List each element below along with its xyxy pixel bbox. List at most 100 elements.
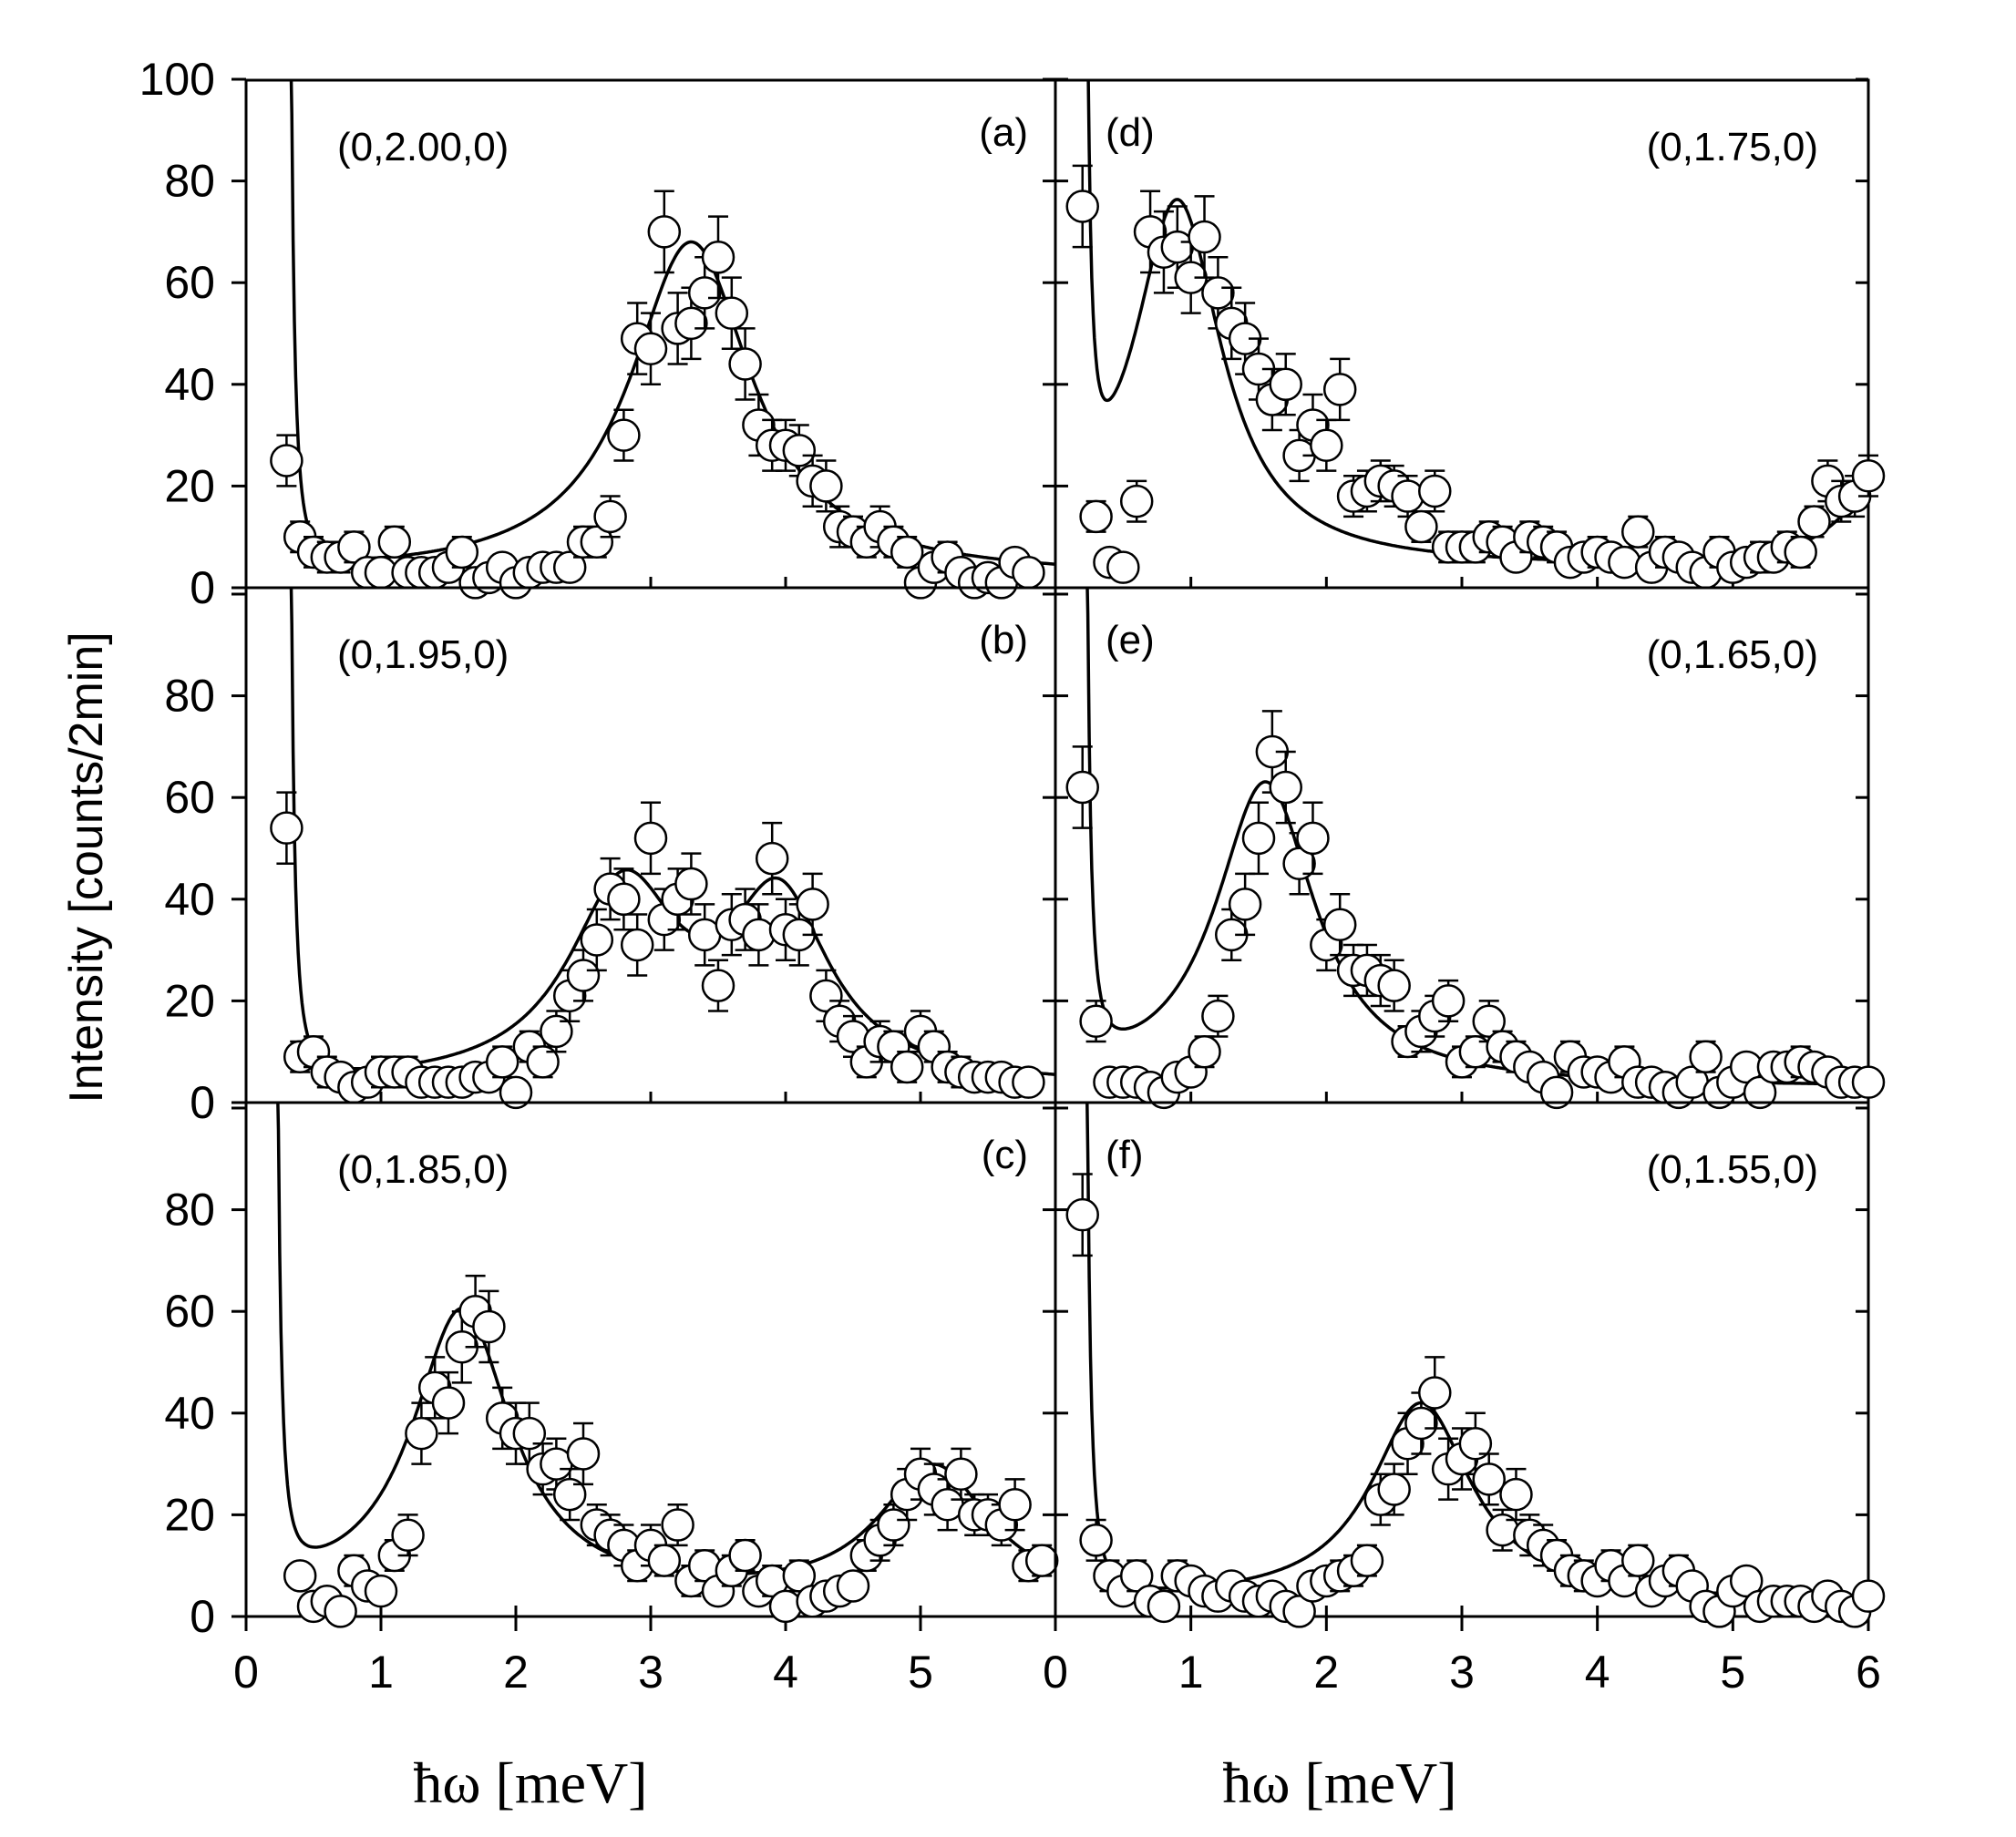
data-point [1282, 1595, 1316, 1628]
data-point [593, 499, 627, 534]
y-tick-label: 40 [164, 1388, 215, 1439]
data-point [687, 276, 722, 310]
data-point [1797, 505, 1831, 539]
panel-q-label: (0,1.75,0) [1647, 125, 1818, 169]
data-point [1228, 888, 1262, 921]
data-point [1539, 1075, 1574, 1110]
panel-letter: (f) [1106, 1133, 1144, 1177]
data-point [1296, 821, 1330, 856]
data-point [1012, 556, 1045, 590]
data-point [566, 1437, 601, 1471]
data-point [715, 296, 749, 330]
data-point [633, 821, 668, 856]
x-tick-label: 2 [1313, 1647, 1339, 1698]
data-point [728, 1538, 762, 1573]
x-tick-label: 6 [1856, 1647, 1881, 1698]
panel-letter: (a) [979, 110, 1028, 155]
data-point [1472, 1462, 1506, 1496]
data-point [270, 811, 303, 845]
panel-e: (e) (0,1.65,0) [1054, 586, 1886, 1110]
data-point [1282, 847, 1316, 880]
data-point [1621, 1544, 1655, 1577]
y-tick-label: 20 [164, 460, 215, 511]
y-tick-label: 0 [190, 562, 215, 613]
data-point [1079, 499, 1113, 534]
data-point [1404, 1406, 1438, 1441]
data-point [580, 525, 614, 559]
data-point [674, 306, 708, 341]
data-point [1269, 770, 1302, 805]
x-tick-label: 5 [908, 1647, 933, 1698]
data-point [890, 1050, 924, 1084]
fit-curve [1085, 1103, 1868, 1600]
data-point [1065, 190, 1099, 223]
data-point [1404, 509, 1438, 544]
data-point [391, 1518, 425, 1552]
data-point [809, 979, 843, 1013]
fit-curve [1085, 588, 1868, 1086]
data-point [1119, 1559, 1154, 1593]
y-tick-label: 0 [190, 1591, 215, 1642]
data-point [1065, 770, 1099, 805]
x-tick-label: 1 [368, 1647, 394, 1698]
data-point [1729, 1564, 1764, 1598]
data-point [1269, 367, 1302, 402]
panel-letter: (c) [982, 1133, 1028, 1177]
data-point [1377, 969, 1411, 1002]
data-point [1079, 1524, 1113, 1557]
data-point [1851, 458, 1886, 493]
y-tick-label: 60 [164, 257, 215, 308]
panel-q-label: (0,1.65,0) [1647, 632, 1818, 677]
data-point [620, 928, 654, 962]
data-point [1065, 1197, 1099, 1232]
data-point [1322, 373, 1357, 406]
panel-a: 0 20 40 60 80 100 (a) (0,2.00,0) [139, 54, 1057, 613]
data-point [1689, 1040, 1723, 1074]
y-axis-title: Intensity [counts/2min] [60, 631, 113, 1103]
panel-q-label: (0,1.55,0) [1647, 1147, 1818, 1192]
data-point [1241, 821, 1276, 856]
y-tick-label: 80 [164, 156, 215, 207]
data-point [431, 1386, 466, 1420]
data-point [1743, 1075, 1777, 1110]
data-point [526, 1045, 560, 1079]
x-tick-label: 5 [1720, 1647, 1745, 1698]
data-point [472, 1309, 506, 1344]
data-point [728, 347, 762, 381]
y-tick-label: 40 [164, 359, 215, 410]
data-point [1851, 1065, 1886, 1099]
data-point [674, 867, 708, 901]
data-point [1106, 550, 1140, 584]
data-point [1322, 908, 1357, 941]
data-point [1499, 1477, 1533, 1512]
data-point [1119, 484, 1154, 518]
data-point [768, 1589, 803, 1624]
x-tick-label: 2 [503, 1647, 529, 1698]
data-point [809, 469, 843, 503]
y-tick-label: 0 [190, 1077, 215, 1128]
data-point [836, 1569, 870, 1603]
data-point [742, 918, 776, 952]
y-tick-label: 100 [139, 54, 215, 105]
data-point [377, 525, 412, 559]
x-tick-label: 3 [638, 1647, 663, 1698]
fit-curve [1086, 80, 1868, 564]
data-point [890, 535, 924, 570]
x-tick-label: 0 [1043, 1647, 1068, 1698]
data-point [661, 1508, 694, 1542]
data-point [782, 434, 817, 467]
data-point [1024, 1544, 1059, 1577]
data-point [552, 1477, 587, 1512]
y-tick-label: 40 [164, 874, 215, 925]
data-point [580, 923, 614, 957]
x-axis-title-left: ħω [meV] [413, 1750, 647, 1815]
data-point [755, 841, 789, 876]
data-point [782, 1559, 817, 1593]
data-point [1621, 515, 1655, 549]
x-tick-label: 0 [233, 1647, 259, 1698]
data-point [499, 1075, 533, 1110]
data-point [1608, 545, 1641, 580]
data-point [1472, 1004, 1506, 1038]
data-point [1851, 1579, 1886, 1613]
y-tick-label: 20 [164, 1489, 215, 1540]
